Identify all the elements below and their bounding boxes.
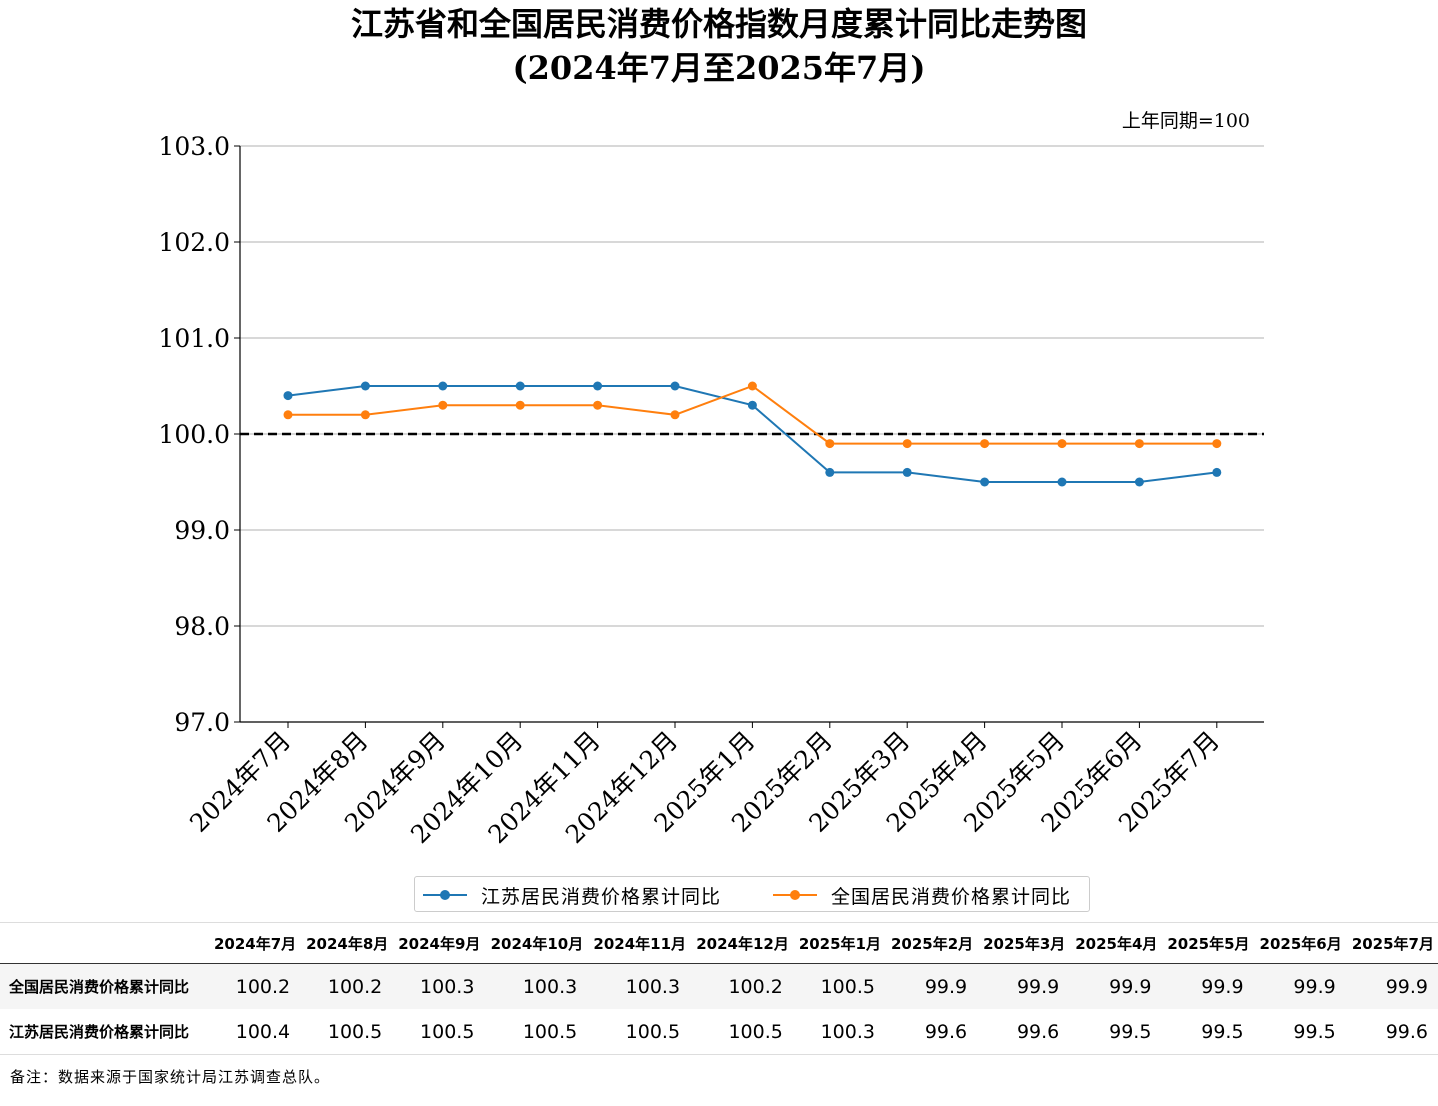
y-tick-label: 98.0 bbox=[174, 612, 230, 641]
series-1-point bbox=[360, 410, 370, 420]
series-0-point bbox=[747, 400, 757, 410]
table-cell: 100.5 bbox=[327, 1020, 383, 1043]
tick-labels: 97.098.099.0100.0101.0102.0103.02024年7月2… bbox=[158, 132, 1225, 849]
table-cell: 99.9 bbox=[1385, 975, 1428, 998]
table-header: 2024年7月 bbox=[213, 934, 297, 953]
table-cell: 99.5 bbox=[1201, 1020, 1244, 1043]
series-layer bbox=[283, 381, 1222, 487]
table-header-row: 2024年7月 2024年8月 2024年9月 2024年10月 2024年11… bbox=[0, 922, 1438, 964]
series-0-point bbox=[825, 467, 835, 477]
table-cell: 100.4 bbox=[235, 1020, 291, 1043]
table-cell: 100.2 bbox=[235, 975, 291, 998]
chart-title: 江苏省和全国居民消费价格指数月度累计同比走势图 bbox=[350, 5, 1087, 43]
series-1-point bbox=[593, 400, 603, 410]
series-1-point bbox=[1212, 439, 1222, 449]
table-header: 2025年1月 bbox=[798, 934, 881, 953]
table-header: 2025年5月 bbox=[1167, 934, 1250, 953]
table-cell: 100.3 bbox=[420, 975, 475, 998]
table-row-label: 江苏居民消费价格累计同比 bbox=[9, 1023, 190, 1041]
table-cell: 100.5 bbox=[420, 1020, 475, 1043]
series-0-point bbox=[980, 477, 990, 487]
y-tick-label: 97.0 bbox=[174, 708, 230, 737]
table-cell: 100.3 bbox=[625, 975, 681, 998]
legend-swatch-jiangsu bbox=[423, 889, 467, 901]
table-cell: 99.6 bbox=[1385, 1020, 1428, 1043]
series-1-point bbox=[1134, 439, 1144, 449]
legend-item-national: 全国居民消费价格累计同比 bbox=[773, 877, 1071, 913]
legend-label-jiangsu: 江苏居民消费价格累计同比 bbox=[481, 885, 722, 908]
table-cell: 99.9 bbox=[1293, 975, 1336, 998]
table-row: 全国居民消费价格累计同比 100.2 100.2 100.3 100.3 100… bbox=[0, 963, 1438, 1009]
series-0-point bbox=[515, 381, 525, 391]
table-cell: 100.5 bbox=[522, 1020, 578, 1043]
series-0-point bbox=[1212, 467, 1222, 477]
series-0-point bbox=[902, 467, 912, 477]
table-header: 2024年8月 bbox=[306, 934, 389, 953]
series-0-point bbox=[360, 381, 370, 391]
table-cell: 100.2 bbox=[327, 975, 383, 998]
table-header: 2024年9月 bbox=[398, 934, 481, 953]
table-cell: 99.6 bbox=[924, 1020, 968, 1043]
table-cell: 100.3 bbox=[820, 1020, 875, 1043]
legend: 江苏居民消费价格累计同比 全国居民消费价格累计同比 bbox=[414, 876, 1090, 912]
table-row: 江苏居民消费价格累计同比 100.4 100.5 100.5 100.5 100… bbox=[0, 1009, 1438, 1055]
table-header: 2024年11月 bbox=[593, 934, 687, 953]
series-0-point bbox=[283, 391, 293, 401]
series-1-point bbox=[980, 439, 990, 449]
legend-label-national: 全国居民消费价格累计同比 bbox=[831, 885, 1072, 908]
series-0-point bbox=[438, 381, 448, 391]
series-1-point bbox=[825, 439, 835, 449]
y-tick-label: 101.0 bbox=[158, 324, 230, 353]
table-cell: 99.9 bbox=[1201, 975, 1244, 998]
table-header: 2025年4月 bbox=[1075, 934, 1158, 953]
series-0-point bbox=[670, 381, 680, 391]
table-cell: 100.5 bbox=[625, 1020, 681, 1043]
series-0-point bbox=[1057, 477, 1067, 487]
series-0-point bbox=[593, 381, 603, 391]
unit-note: 上年同期=100 bbox=[1121, 110, 1250, 132]
table-cell: 100.5 bbox=[728, 1020, 783, 1043]
series-1-point bbox=[1057, 439, 1067, 449]
y-tick-label: 103.0 bbox=[158, 132, 230, 161]
table-header-corner bbox=[0, 923, 208, 964]
legend-swatch-national bbox=[773, 889, 817, 901]
table-cell: 99.5 bbox=[1293, 1020, 1336, 1043]
table-cell: 100.2 bbox=[728, 975, 783, 998]
table-cell: 99.9 bbox=[1109, 975, 1152, 998]
series-0-point bbox=[1134, 477, 1144, 487]
table-cell: 99.6 bbox=[1016, 1020, 1060, 1043]
table-header: 2025年7月 bbox=[1351, 934, 1434, 953]
table-header: 2025年6月 bbox=[1259, 934, 1342, 953]
series-1-point bbox=[670, 410, 680, 420]
series-1-point bbox=[902, 439, 912, 449]
table-cell: 99.9 bbox=[924, 975, 968, 998]
table-header: 2025年2月 bbox=[890, 934, 974, 953]
table-header: 2025年3月 bbox=[983, 934, 1066, 953]
table-row-label: 全国居民消费价格累计同比 bbox=[9, 978, 190, 996]
axes bbox=[234, 145, 1264, 728]
table-header: 2024年12月 bbox=[696, 934, 789, 953]
series-1-point bbox=[515, 400, 525, 410]
y-tick-label: 100.0 bbox=[158, 420, 230, 449]
table-cell: 99.9 bbox=[1016, 975, 1060, 998]
series-1-point bbox=[747, 381, 757, 391]
table-header: 2024年10月 bbox=[490, 934, 584, 953]
chart-subtitle: (2024年7月至2025年7月) bbox=[512, 49, 926, 87]
footnote: 备注：数据来源于国家统计局江苏调查总队。 bbox=[10, 1068, 331, 1086]
series-1-point bbox=[283, 410, 293, 420]
legend-item-jiangsu: 江苏居民消费价格累计同比 bbox=[423, 877, 721, 913]
table-cell: 99.5 bbox=[1109, 1020, 1152, 1043]
table-cell: 100.5 bbox=[820, 975, 875, 998]
series-1-point bbox=[438, 400, 448, 410]
y-tick-label: 99.0 bbox=[174, 516, 230, 545]
line-chart: 97.098.099.0100.0101.0102.0103.02024年7月2… bbox=[158, 132, 1264, 849]
data-table: 2024年7月 2024年8月 2024年9月 2024年10月 2024年11… bbox=[0, 922, 1438, 1055]
table-cell: 100.3 bbox=[522, 975, 578, 998]
y-tick-label: 102.0 bbox=[158, 228, 230, 257]
